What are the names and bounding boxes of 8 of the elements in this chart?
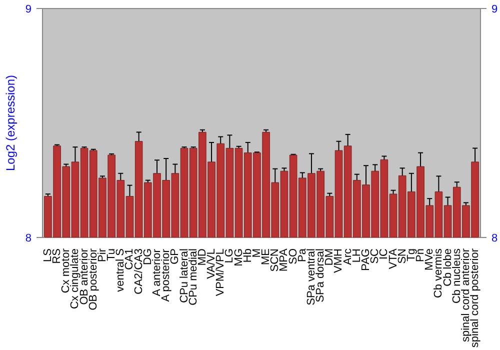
y-axis-title: Log2 (expression) (3, 74, 18, 172)
x-tick-label: IC (378, 248, 390, 260)
y2-tick-label: 8 (492, 232, 498, 244)
x-tick-label: CPu medial (187, 248, 200, 306)
y2-tick-label: 9 (492, 4, 498, 16)
x-tick-label: DG (142, 248, 154, 265)
x-tick-label: RS (51, 248, 64, 264)
x-tick-label: spinal cord posterior (469, 248, 482, 348)
